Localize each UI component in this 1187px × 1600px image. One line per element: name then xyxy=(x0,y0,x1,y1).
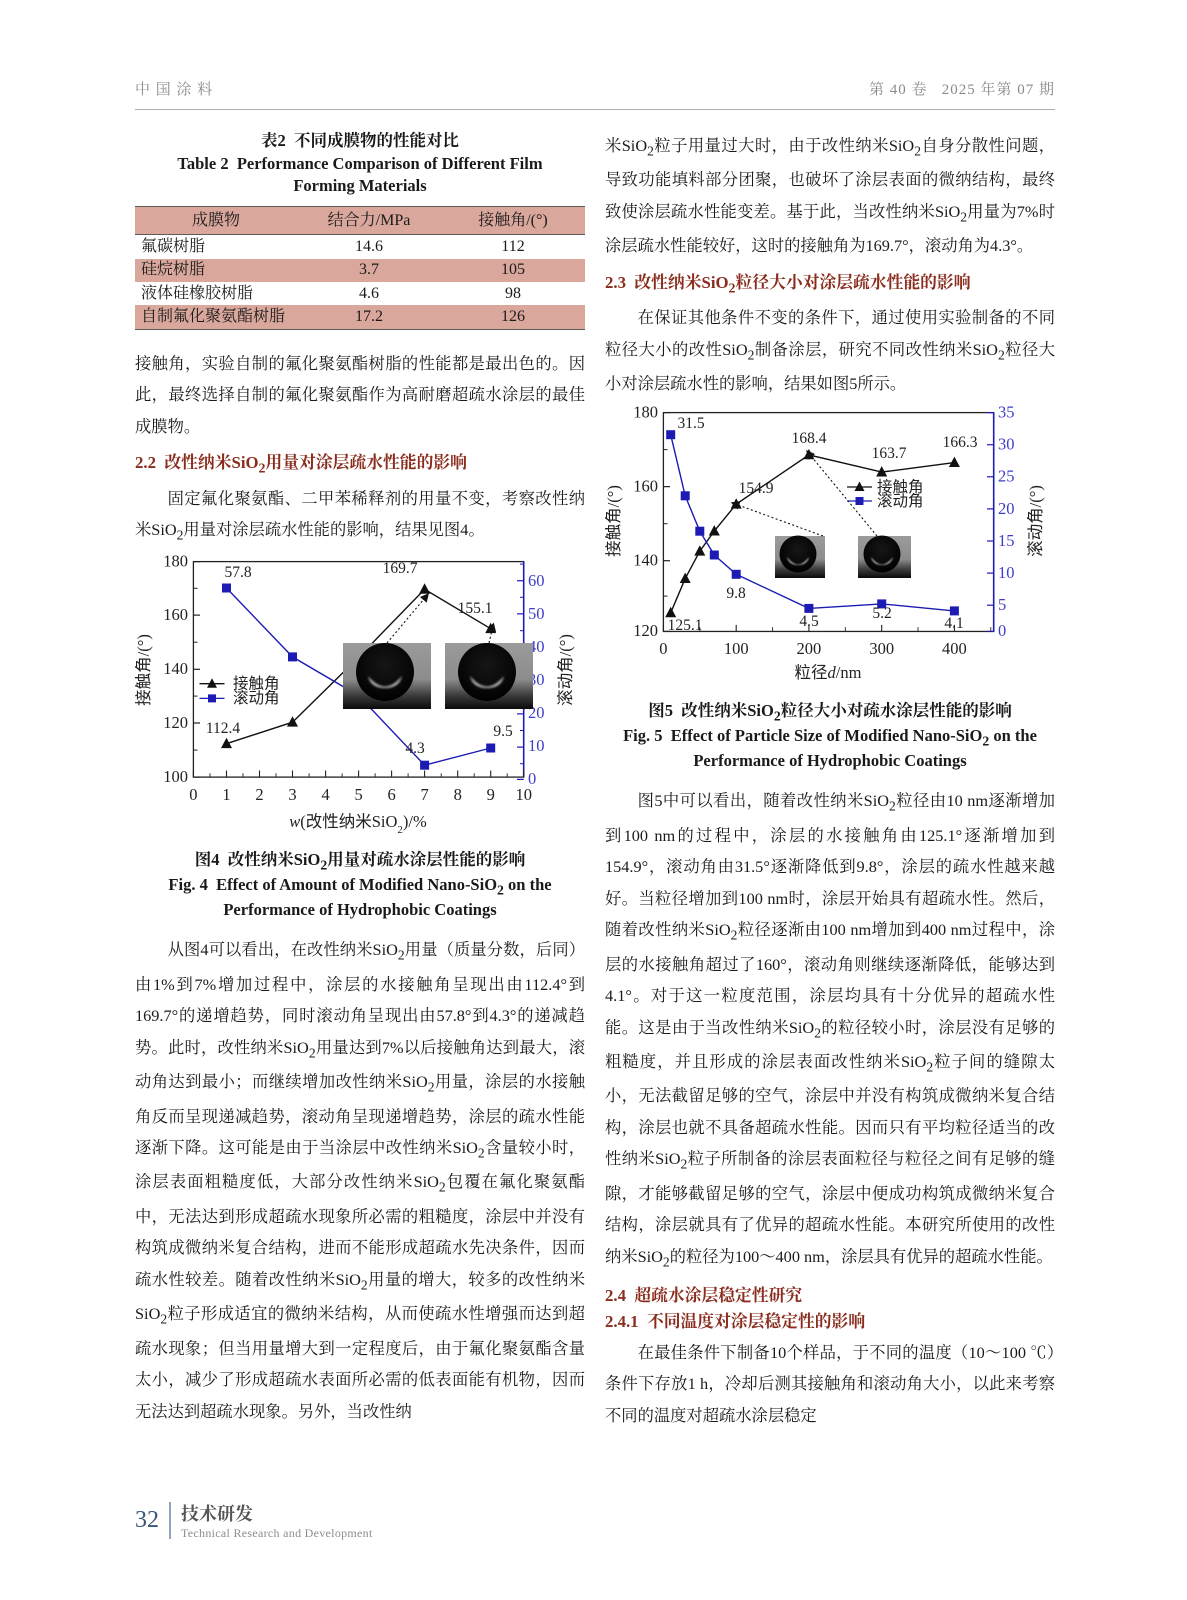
svg-text:9.5: 9.5 xyxy=(493,723,513,740)
svg-text:169.7: 169.7 xyxy=(383,560,418,577)
svg-text:7: 7 xyxy=(420,785,428,804)
svg-text:0: 0 xyxy=(659,639,667,658)
svg-text:140: 140 xyxy=(163,659,188,678)
svg-text:60: 60 xyxy=(528,571,545,590)
svg-text:10: 10 xyxy=(515,785,532,804)
svg-text:160: 160 xyxy=(633,476,658,495)
svg-text:4: 4 xyxy=(321,785,329,804)
svg-text:180: 180 xyxy=(633,406,658,422)
svg-text:4.3: 4.3 xyxy=(405,740,425,757)
svg-text:57.8: 57.8 xyxy=(224,564,251,581)
svg-text:0: 0 xyxy=(189,785,197,804)
svg-text:155.1: 155.1 xyxy=(458,600,493,617)
svg-text:125.1: 125.1 xyxy=(668,617,703,634)
svg-text:30: 30 xyxy=(998,434,1015,453)
svg-text:滚动角/(°): 滚动角/(°) xyxy=(1026,485,1045,557)
svg-text:112.4: 112.4 xyxy=(206,720,241,737)
svg-text:15: 15 xyxy=(998,531,1015,550)
svg-text:160: 160 xyxy=(163,605,188,624)
svg-text:接触角/(°): 接触角/(°) xyxy=(135,634,153,706)
svg-text:滚动角: 滚动角 xyxy=(233,689,280,707)
svg-text:180: 180 xyxy=(163,555,188,571)
svg-text:31.5: 31.5 xyxy=(677,415,704,432)
svg-text:6: 6 xyxy=(387,785,395,804)
svg-text:10: 10 xyxy=(528,736,545,755)
svg-text:20: 20 xyxy=(998,498,1015,517)
svg-text:0: 0 xyxy=(998,621,1006,640)
svg-text:168.4: 168.4 xyxy=(792,430,827,447)
svg-text:163.7: 163.7 xyxy=(872,445,907,462)
svg-text:50: 50 xyxy=(528,604,545,623)
svg-text:接触角/(°): 接触角/(°) xyxy=(605,485,623,557)
svg-text:滚动角: 滚动角 xyxy=(877,492,924,510)
svg-text:w(改性纳米SiO2)/%: w(改性纳米SiO2)/% xyxy=(289,812,427,836)
svg-text:粒径d/nm: 粒径d/nm xyxy=(795,663,862,682)
svg-text:154.9: 154.9 xyxy=(739,480,774,497)
svg-text:120: 120 xyxy=(163,713,188,732)
svg-text:9: 9 xyxy=(487,785,495,804)
svg-text:9.8: 9.8 xyxy=(726,585,746,602)
svg-text:10: 10 xyxy=(998,563,1015,582)
svg-text:166.3: 166.3 xyxy=(943,434,978,451)
svg-text:140: 140 xyxy=(633,550,658,569)
svg-text:5: 5 xyxy=(998,595,1006,614)
svg-text:35: 35 xyxy=(998,406,1015,422)
svg-text:2: 2 xyxy=(255,785,263,804)
svg-text:100: 100 xyxy=(163,767,188,786)
svg-text:100: 100 xyxy=(724,639,749,658)
svg-text:120: 120 xyxy=(633,621,658,640)
svg-text:25: 25 xyxy=(998,466,1015,485)
svg-text:4.1: 4.1 xyxy=(944,615,963,632)
svg-text:8: 8 xyxy=(454,785,462,804)
svg-text:1: 1 xyxy=(222,785,230,804)
svg-text:滚动角/(°): 滚动角/(°) xyxy=(556,634,575,706)
svg-text:300: 300 xyxy=(869,639,894,658)
svg-text:400: 400 xyxy=(942,639,967,658)
svg-text:5: 5 xyxy=(354,785,362,804)
svg-text:4.5: 4.5 xyxy=(799,613,819,630)
svg-text:200: 200 xyxy=(797,639,822,658)
svg-text:5.2: 5.2 xyxy=(872,605,891,622)
svg-text:3: 3 xyxy=(288,785,296,804)
